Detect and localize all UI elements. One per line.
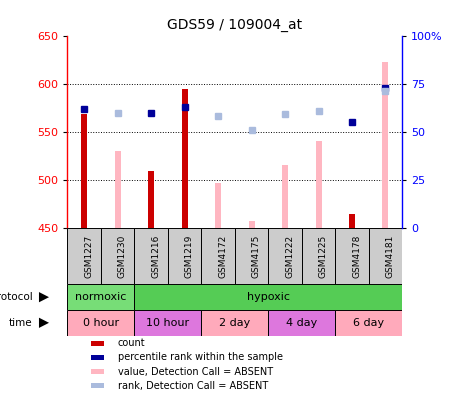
Bar [81, 114, 87, 228]
Bar [91, 383, 104, 388]
Bar [268, 310, 335, 336]
Bar [302, 228, 335, 284]
Text: GSM4175: GSM4175 [252, 234, 260, 278]
Text: count: count [118, 338, 145, 348]
Text: GSM4178: GSM4178 [352, 234, 361, 278]
Bar [235, 228, 268, 284]
Text: GSM4181: GSM4181 [385, 234, 394, 278]
Text: GSM1225: GSM1225 [319, 234, 327, 278]
Bar [148, 171, 154, 228]
Bar [215, 183, 221, 228]
Bar [383, 62, 388, 228]
Text: GSM4172: GSM4172 [218, 234, 227, 278]
Bar [115, 151, 120, 228]
Text: 10 hour: 10 hour [146, 318, 189, 328]
Text: 6 day: 6 day [353, 318, 384, 328]
Text: hypoxic: hypoxic [247, 292, 290, 302]
Text: normoxic: normoxic [75, 292, 126, 302]
Text: GSM1230: GSM1230 [118, 234, 126, 278]
Text: GSM1219: GSM1219 [185, 234, 193, 278]
Bar [249, 221, 254, 228]
Bar [168, 228, 201, 284]
Bar [268, 228, 302, 284]
Text: percentile rank within the sample: percentile rank within the sample [118, 352, 283, 362]
Bar [201, 228, 235, 284]
Polygon shape [39, 292, 49, 302]
Bar [67, 310, 134, 336]
Bar [101, 228, 134, 284]
Bar [335, 228, 369, 284]
Text: 4 day: 4 day [286, 318, 318, 328]
Bar [67, 284, 134, 310]
Bar [201, 310, 268, 336]
Text: 0 hour: 0 hour [83, 318, 119, 328]
Text: value, Detection Call = ABSENT: value, Detection Call = ABSENT [118, 367, 273, 377]
Text: protocol: protocol [0, 292, 32, 302]
Bar [67, 228, 101, 284]
Title: GDS59 / 109004_at: GDS59 / 109004_at [167, 18, 302, 32]
Bar [369, 228, 402, 284]
Text: 2 day: 2 day [219, 318, 251, 328]
Text: GSM1227: GSM1227 [84, 234, 93, 278]
Bar [335, 310, 402, 336]
Bar [134, 284, 402, 310]
Bar [91, 369, 104, 374]
Bar [134, 310, 201, 336]
Bar [134, 228, 168, 284]
Polygon shape [39, 318, 49, 328]
Text: GSM1216: GSM1216 [151, 234, 160, 278]
Bar [182, 89, 187, 228]
Bar [316, 141, 321, 228]
Bar [91, 341, 104, 346]
Text: rank, Detection Call = ABSENT: rank, Detection Call = ABSENT [118, 381, 268, 390]
Bar [349, 213, 355, 228]
Text: time: time [9, 318, 32, 328]
Text: GSM1222: GSM1222 [285, 234, 294, 278]
Bar [91, 355, 104, 360]
Bar [282, 166, 288, 228]
